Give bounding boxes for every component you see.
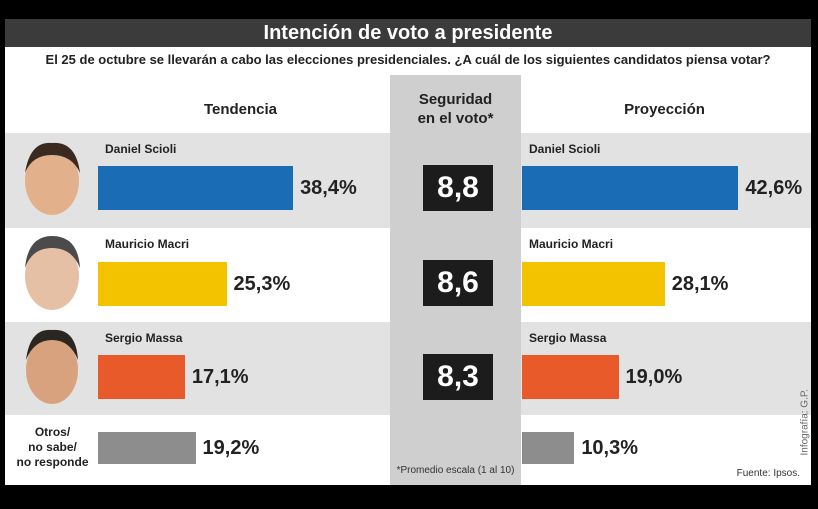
portrait bbox=[25, 236, 80, 310]
security-box: 8,6 bbox=[423, 260, 493, 306]
category-label: Daniel Scioli bbox=[105, 142, 177, 156]
category-label: Sergio Massa bbox=[529, 331, 607, 345]
category-label: Mauricio Macri bbox=[529, 237, 614, 251]
bar bbox=[522, 166, 739, 210]
column-header: Tendencia bbox=[203, 101, 278, 118]
value-label: 10,3% bbox=[581, 437, 639, 459]
portrait bbox=[26, 329, 78, 404]
category-label: Mauricio Macri bbox=[105, 237, 190, 251]
value-label: 19,0% bbox=[625, 366, 683, 388]
column-header: Seguridad en el voto* bbox=[417, 91, 494, 127]
value-label: 28,1% bbox=[671, 273, 729, 295]
value-label: 25,3% bbox=[233, 273, 291, 295]
column-header: Proyección bbox=[624, 101, 705, 118]
title: Intención de voto a presidente bbox=[5, 19, 811, 47]
category-label: Sergio Massa bbox=[105, 331, 183, 345]
bar bbox=[522, 355, 619, 399]
category-label: Otros/ no sabe/ no responde bbox=[16, 425, 89, 469]
credit: Infografía: G.P. bbox=[799, 388, 811, 456]
value-label: 17,1% bbox=[191, 366, 249, 388]
value-label: 38,4% bbox=[300, 177, 357, 199]
security-box: 8,8 bbox=[423, 165, 493, 211]
bar bbox=[98, 262, 227, 306]
value-label: 42,6% bbox=[745, 177, 803, 199]
bar bbox=[98, 166, 294, 210]
bar bbox=[522, 262, 665, 306]
footnote: *Promedio escala (1 al 10) bbox=[396, 465, 515, 476]
source: Fuente: Ipsos. bbox=[736, 468, 800, 479]
bar bbox=[98, 432, 196, 464]
value-label: 19,2% bbox=[202, 437, 260, 459]
category-label: Daniel Scioli bbox=[529, 142, 601, 156]
portraits bbox=[25, 142, 80, 404]
subtitle: El 25 de octubre se llevarán a cabo las … bbox=[45, 52, 771, 67]
security-box: 8,3 bbox=[423, 354, 493, 400]
bar bbox=[98, 355, 185, 399]
bar bbox=[522, 432, 575, 464]
portrait bbox=[25, 142, 80, 215]
